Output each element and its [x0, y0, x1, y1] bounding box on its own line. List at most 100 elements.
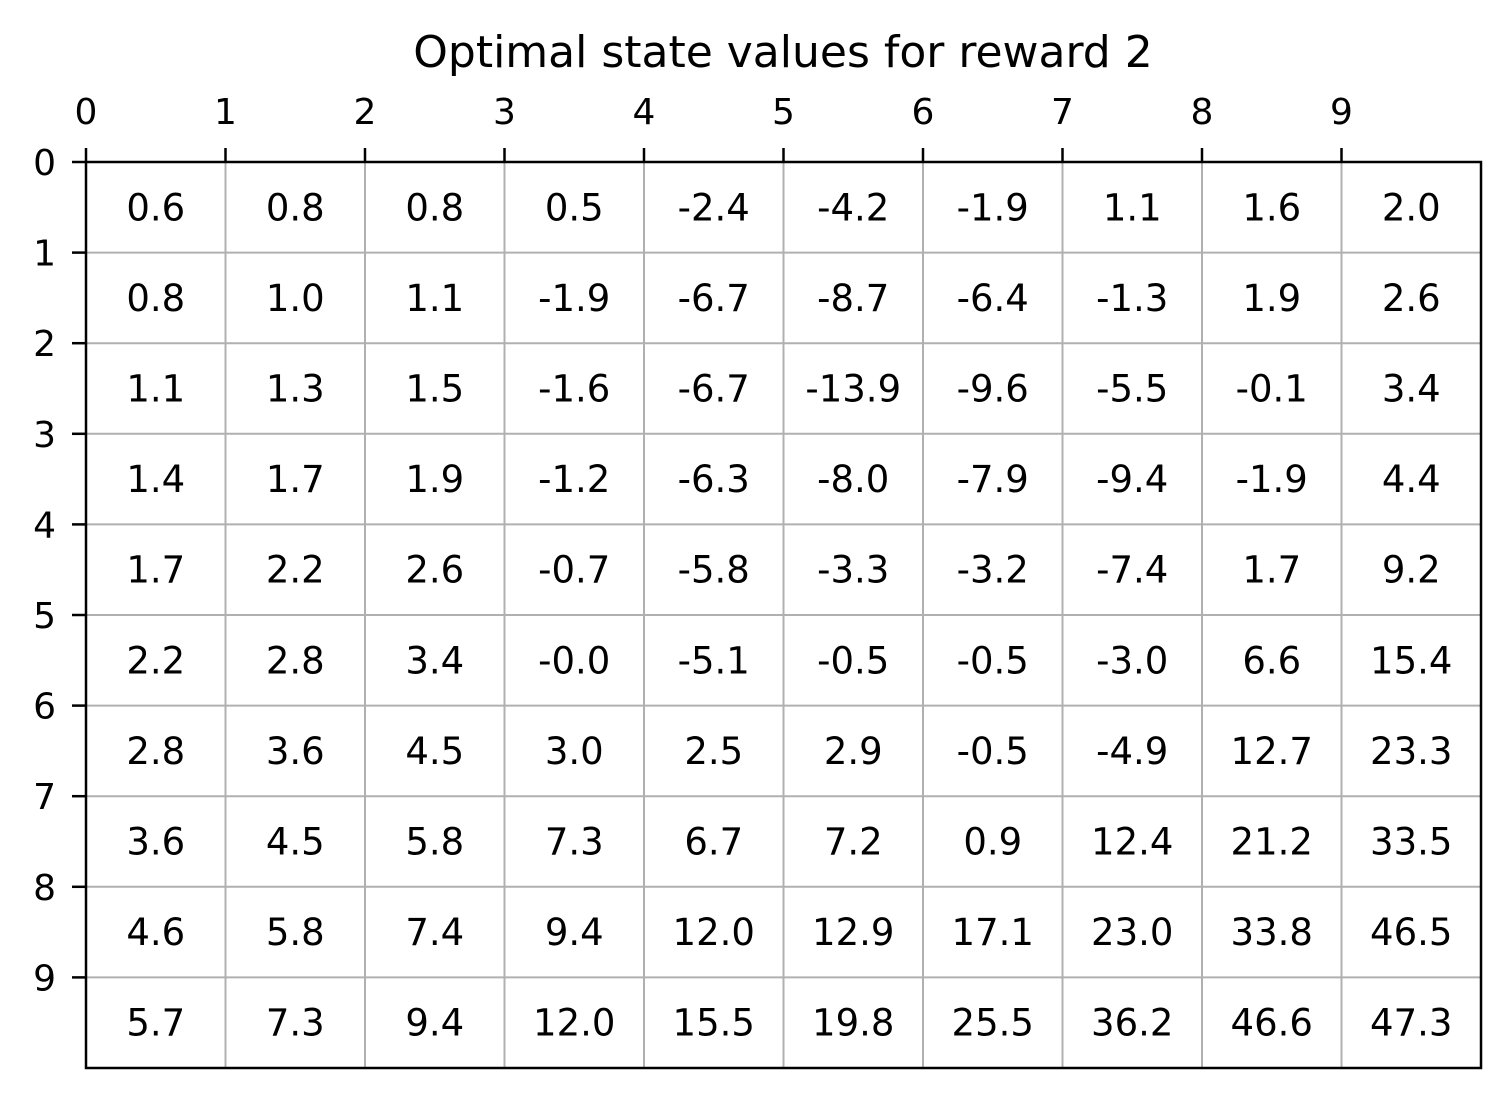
y-tick-label: 9: [33, 958, 56, 999]
cell-value: 1.7: [126, 549, 185, 592]
cell-value: 1.7: [266, 458, 325, 501]
cell-value: -1.9: [957, 186, 1029, 229]
cell-value: 23.0: [1091, 911, 1173, 954]
cell-value: 25.5: [952, 1002, 1034, 1045]
cell-value: 4.5: [266, 821, 325, 864]
y-tick-label: 2: [33, 324, 56, 365]
y-tick-label: 3: [33, 415, 56, 456]
cell-value: 12.9: [812, 911, 894, 954]
x-tick-label: 1: [214, 92, 237, 133]
cell-value: 2.6: [405, 549, 464, 592]
cell-value: -6.3: [678, 458, 750, 501]
cell-value: -7.9: [957, 458, 1029, 501]
cell-value: 0.8: [126, 277, 185, 320]
cell-value: -5.8: [678, 549, 750, 592]
cell-value: -2.4: [678, 186, 750, 229]
cell-value: 19.8: [812, 1002, 894, 1045]
x-tick-label: 4: [633, 92, 656, 133]
cell-value: 0.9: [963, 821, 1022, 864]
cell-value: 21.2: [1231, 821, 1313, 864]
cell-value: 9.2: [1382, 549, 1441, 592]
y-tick-label: 1: [33, 234, 56, 275]
cell-value: -0.5: [817, 639, 889, 682]
cell-value: 2.2: [266, 549, 325, 592]
x-tick-label: 6: [912, 92, 935, 133]
x-tick-label: 9: [1330, 92, 1353, 133]
cell-value: 15.5: [673, 1002, 755, 1045]
cell-value: 0.6: [126, 186, 185, 229]
cell-value: -4.2: [817, 186, 889, 229]
x-tick-label: 5: [772, 92, 795, 133]
cell-value: -1.2: [538, 458, 610, 501]
y-tick-label: 4: [33, 505, 56, 546]
y-tick-label: 0: [33, 143, 56, 184]
y-tick-label: 7: [33, 777, 56, 818]
cell-value: 3.4: [1382, 368, 1441, 411]
cell-value: -7.4: [1096, 549, 1168, 592]
cell-value: 12.0: [673, 911, 755, 954]
x-tick-label: 2: [354, 92, 377, 133]
grid-lines: [86, 162, 1481, 1068]
cell-value: -6.7: [678, 368, 750, 411]
cell-value: 6.6: [1242, 639, 1301, 682]
cell-value: 3.4: [405, 639, 464, 682]
cell-value: 15.4: [1370, 639, 1452, 682]
cell-value: 7.3: [266, 1002, 325, 1045]
cell-value: 47.3: [1370, 1002, 1452, 1045]
cell-value: 1.7: [1242, 549, 1301, 592]
x-tick-label: 8: [1191, 92, 1214, 133]
cell-value: 4.6: [126, 911, 185, 954]
cell-value: 9.4: [405, 1002, 464, 1045]
cell-value: 6.7: [684, 821, 743, 864]
cell-value: 1.6: [1242, 186, 1301, 229]
cell-value: -0.5: [957, 730, 1029, 773]
cell-value: -3.0: [1096, 639, 1168, 682]
cell-value: -0.1: [1236, 368, 1308, 411]
chart-title: Optimal state values for reward 2: [413, 27, 1152, 78]
cell-value: -4.9: [1096, 730, 1168, 773]
cell-value: 2.8: [266, 639, 325, 682]
cell-values: 0.6 0.8 0.8 0.5 -2.4 -4.2 -1.9 1.1 1.6 2.0 0.8 1.0 1…: [126, 186, 1452, 1044]
cell-value: -6.7: [678, 277, 750, 320]
cell-value: 7.3: [545, 821, 604, 864]
cell-value: -3.2: [957, 549, 1029, 592]
cell-value: -5.5: [1096, 368, 1168, 411]
cell-value: 5.8: [405, 821, 464, 864]
cell-value: 12.0: [533, 1002, 615, 1045]
cell-value: 7.2: [824, 821, 883, 864]
x-tick-label: 7: [1051, 92, 1074, 133]
cell-value: 1.1: [126, 368, 185, 411]
cell-value: 3.6: [126, 821, 185, 864]
cell-value: 12.4: [1091, 821, 1173, 864]
cell-value: -5.1: [678, 639, 750, 682]
cell-value: 46.5: [1370, 911, 1452, 954]
cell-value: 33.8: [1231, 911, 1313, 954]
cell-value: 4.5: [405, 730, 464, 773]
y-tick-label: 8: [33, 868, 56, 909]
cell-value: 1.9: [1242, 277, 1301, 320]
cell-value: -0.7: [538, 549, 610, 592]
cell-value: -0.5: [957, 639, 1029, 682]
cell-value: 5.8: [266, 911, 325, 954]
x-tick-label: 0: [75, 92, 98, 133]
cell-value: -8.7: [817, 277, 889, 320]
cell-value: 5.7: [126, 1002, 185, 1045]
cell-value: 9.4: [545, 911, 604, 954]
cell-value: 0.8: [266, 186, 325, 229]
cell-value: 4.4: [1382, 458, 1441, 501]
plot-frame: [84, 160, 1483, 1070]
cell-value: -1.6: [538, 368, 610, 411]
cell-value: 2.8: [126, 730, 185, 773]
y-tick-label: 6: [33, 687, 56, 728]
cell-value: -1.9: [538, 277, 610, 320]
cell-value: -13.9: [805, 368, 901, 411]
cell-value: 2.0: [1382, 186, 1441, 229]
cell-value: 1.9: [405, 458, 464, 501]
cell-value: 7.4: [405, 911, 464, 954]
cell-value: 1.5: [405, 368, 464, 411]
cell-value: -9.4: [1096, 458, 1168, 501]
cell-value: 3.6: [266, 730, 325, 773]
cell-value: 2.9: [824, 730, 883, 773]
cell-value: 12.7: [1231, 730, 1313, 773]
